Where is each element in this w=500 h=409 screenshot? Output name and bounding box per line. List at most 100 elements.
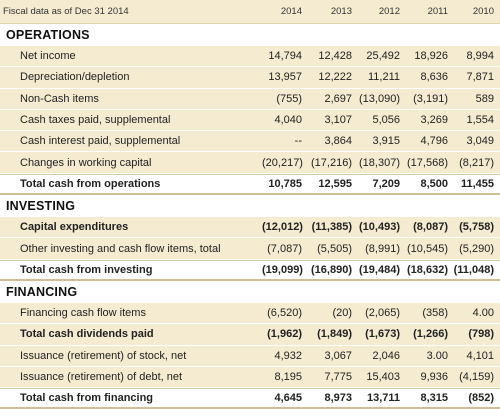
value-cell-2012: 25,492 bbox=[366, 50, 400, 63]
table-row: Total cash dividends paid (1,962) (1,849) (… bbox=[0, 324, 500, 346]
value-cell-2014: (19,099) bbox=[262, 263, 303, 276]
table-row: Issuance (retirement) of debt, net 8,195 7… bbox=[0, 366, 500, 389]
row-label: Total cash from operations bbox=[20, 177, 161, 190]
row-label: Net income bbox=[20, 50, 76, 63]
row-label: Capital expenditures bbox=[20, 221, 129, 234]
value-cell-2013: (20) bbox=[332, 307, 352, 320]
value-cell-2010: 11,455 bbox=[460, 177, 494, 190]
value-cell-2011: (1,266) bbox=[413, 328, 448, 341]
row-label: Cash taxes paid, supplemental bbox=[20, 114, 171, 127]
value-cell-2010: (11,048) bbox=[453, 263, 494, 276]
value-cell-2011: (358) bbox=[422, 307, 448, 320]
year-header-2014: 2014 bbox=[280, 6, 302, 17]
value-cell-2013: 7,775 bbox=[324, 371, 352, 383]
value-cell-2012: 13,711 bbox=[366, 392, 400, 405]
value-cell-2012: 3,915 bbox=[372, 135, 400, 148]
value-cell-2011: 8,636 bbox=[420, 71, 448, 84]
value-cell-2010: (798) bbox=[468, 328, 494, 341]
value-cell-2012: 15,403 bbox=[366, 371, 400, 383]
value-cell-2014: 13,957 bbox=[268, 71, 302, 84]
value-cell-2013: 12,428 bbox=[318, 50, 352, 63]
value-cell-2012: (19,484) bbox=[359, 263, 400, 276]
value-cell-2011: 4,796 bbox=[420, 135, 448, 148]
row-label: Changes in working capital bbox=[20, 156, 152, 169]
row-label: Other investing and cash flow items, tot… bbox=[20, 242, 221, 255]
value-cell-2012: 2,046 bbox=[372, 349, 400, 362]
value-cell-2012: (13,090) bbox=[359, 92, 400, 105]
value-cell-2014: (7,087) bbox=[267, 242, 302, 255]
total-row: Total cash from financing 4,645 8,973 13,71… bbox=[0, 388, 500, 409]
table-row: Capital expenditures (12,012) (11,385) (10,… bbox=[0, 217, 500, 239]
value-cell-2013: (16,890) bbox=[311, 263, 352, 276]
year-header-2013: 2013 bbox=[330, 6, 352, 17]
table-row: Net income 14,794 12,428 25,492 18,926 8,994 bbox=[0, 46, 500, 68]
section-title-operations: OPERATIONS bbox=[0, 24, 500, 46]
year-header-2012: 2012 bbox=[378, 6, 400, 17]
value-cell-2014: 14,794 bbox=[268, 50, 302, 63]
value-cell-2010: 4,101 bbox=[466, 349, 494, 362]
value-cell-2013: 3,067 bbox=[324, 349, 352, 362]
row-label: Total cash dividends paid bbox=[20, 328, 154, 341]
table-row: Issuance (retirement) of stock, net 4,932… bbox=[0, 345, 500, 367]
value-cell-2014: 8,195 bbox=[274, 371, 302, 383]
row-label: Total cash from financing bbox=[20, 392, 154, 405]
value-cell-2011: 18,926 bbox=[414, 50, 448, 63]
value-cell-2011: 8,315 bbox=[420, 392, 448, 405]
table-body: OPERATIONS Net income 14,794 12,428 25,492 18… bbox=[0, 24, 500, 409]
value-cell-2012: (1,673) bbox=[365, 328, 400, 341]
table-row: Depreciation/depletion 13,957 12,222 11,211… bbox=[0, 67, 500, 89]
value-cell-2013: (1,849) bbox=[317, 328, 352, 341]
value-cell-2011: 8,500 bbox=[420, 177, 448, 190]
row-label: Financing cash flow items bbox=[20, 307, 146, 320]
value-cell-2011: 3,269 bbox=[420, 114, 448, 127]
value-cell-2014: 4,040 bbox=[274, 114, 302, 127]
value-cell-2010: 4.00 bbox=[472, 307, 494, 320]
value-cell-2013: 3,107 bbox=[324, 114, 352, 127]
value-cell-2011: 3.00 bbox=[426, 349, 448, 362]
value-cell-2012: (18,307) bbox=[359, 156, 400, 169]
value-cell-2014: (6,520) bbox=[267, 307, 302, 320]
value-cell-2012: 5,056 bbox=[372, 114, 400, 127]
value-cell-2011: 9,936 bbox=[420, 371, 448, 383]
year-header-2011: 2011 bbox=[427, 6, 448, 17]
row-label: Depreciation/depletion bbox=[20, 71, 130, 84]
value-cell-2010: 7,871 bbox=[466, 71, 494, 84]
value-cell-2013: 2,697 bbox=[324, 92, 352, 105]
section-title-financing: FINANCING bbox=[0, 280, 500, 303]
row-label: Issuance (retirement) of stock, net bbox=[20, 349, 187, 362]
row-label: Cash interest paid, supplemental bbox=[20, 135, 181, 148]
value-cell-2014: 10,785 bbox=[268, 177, 302, 190]
value-cell-2010: 8,994 bbox=[466, 50, 494, 63]
value-cell-2010: (5,758) bbox=[459, 221, 494, 234]
value-cell-2013: (11,385) bbox=[311, 221, 352, 234]
year-header-2010: 2010 bbox=[472, 6, 494, 17]
value-cell-2010: (8,217) bbox=[459, 156, 494, 169]
value-cell-2010: (852) bbox=[468, 392, 494, 405]
value-cell-2012: 7,209 bbox=[372, 177, 400, 190]
total-row: Total cash from investing (19,099) (16,890… bbox=[0, 259, 500, 281]
table-row: Cash taxes paid, supplemental 4,040 3,107 5… bbox=[0, 109, 500, 132]
value-cell-2010: (4,159) bbox=[459, 371, 494, 383]
value-cell-2013: (17,216) bbox=[311, 156, 352, 169]
value-cell-2013: (5,505) bbox=[317, 242, 352, 255]
value-cell-2010: 1,554 bbox=[466, 114, 494, 127]
value-cell-2012: (2,065) bbox=[365, 307, 400, 320]
value-cell-2013: 12,595 bbox=[318, 177, 352, 190]
value-cell-2013: 8,973 bbox=[324, 392, 352, 405]
value-cell-2011: (18,632) bbox=[407, 263, 448, 276]
table-row: Other investing and cash flow items, tot… bbox=[0, 238, 500, 260]
table-row: Financing cash flow items (6,520) (20) (2,0… bbox=[0, 302, 500, 325]
value-cell-2014: (20,217) bbox=[262, 156, 303, 169]
value-cell-2010: 589 bbox=[475, 92, 494, 105]
section-title-investing: INVESTING bbox=[0, 195, 500, 218]
value-cell-2014: 4,932 bbox=[274, 349, 302, 362]
total-row: Total cash from operations 10,785 12,595 7,… bbox=[0, 173, 500, 196]
row-label: Issuance (retirement) of debt, net bbox=[20, 371, 183, 383]
value-cell-2012: 11,211 bbox=[367, 71, 400, 84]
value-cell-2013: 12,222 bbox=[318, 71, 352, 84]
value-cell-2011: (17,568) bbox=[407, 156, 448, 169]
value-cell-2014: -- bbox=[294, 135, 302, 148]
table-header-row: Fiscal data as of Dec 31 2014 2014 2013 … bbox=[0, 0, 500, 24]
value-cell-2014: (755) bbox=[276, 92, 302, 105]
